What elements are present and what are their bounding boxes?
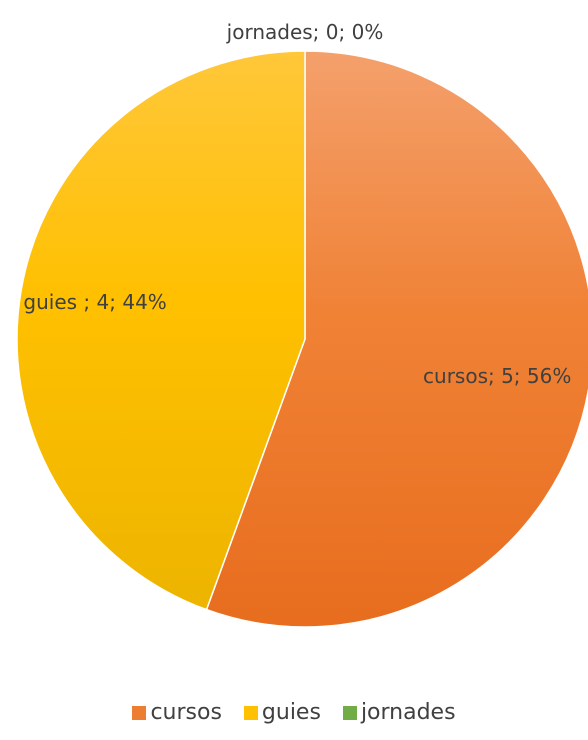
legend-entry-jornades: jornades bbox=[342, 700, 456, 725]
legend: cursos guies jornades bbox=[0, 700, 588, 725]
legend-swatch-jornades bbox=[342, 705, 357, 720]
legend-label-guies: guies bbox=[261, 700, 321, 725]
legend-swatch-cursos bbox=[132, 705, 147, 720]
legend-entry-cursos: cursos bbox=[132, 700, 222, 725]
pie-plot: cursos; 5; 56% guies ; 4; 44% jornades; 0;… bbox=[16, 20, 588, 628]
data-label-jornades: jornades; 0; 0% bbox=[226, 20, 384, 44]
data-label-guies: guies ; 4; 44% bbox=[23, 290, 166, 314]
legend-swatch-guies bbox=[243, 705, 258, 720]
data-label-cursos: cursos; 5; 56% bbox=[423, 364, 571, 388]
pie-slice-guies bbox=[16, 50, 306, 611]
legend-entry-guies: guies bbox=[243, 700, 321, 725]
legend-label-cursos: cursos bbox=[150, 700, 222, 725]
legend-label-jornades: jornades bbox=[360, 700, 456, 725]
pie-slice-cursos bbox=[205, 50, 588, 628]
